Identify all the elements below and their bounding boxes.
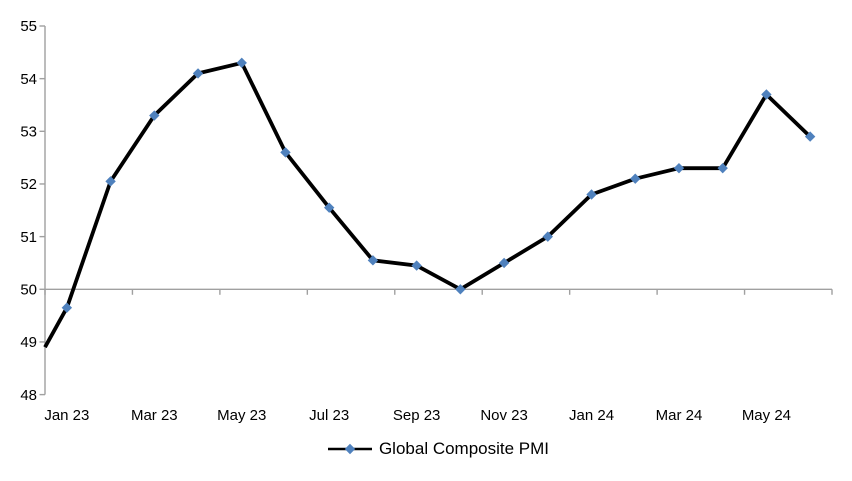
data-point-marker [542,231,554,242]
x-tick-label: May 24 [742,407,791,424]
y-tick-label: 53 [20,124,37,141]
data-point-marker [61,302,73,313]
data-point-marker [717,162,728,174]
x-tick-label: Jan 23 [44,407,89,424]
y-tick-label: 50 [20,281,37,298]
data-point-marker [804,131,816,142]
data-point-marker [630,173,641,184]
y-tick-label: 55 [20,18,37,35]
x-tick-label: May 23 [217,407,266,424]
x-tick-label: Mar 24 [656,407,703,424]
data-point-marker [761,89,772,100]
data-point-marker [498,257,510,269]
data-point-marker [411,260,422,271]
data-point-marker [673,162,685,174]
data-point-marker [149,110,160,121]
pmi-line [43,60,812,349]
data-point-marker [236,57,247,69]
data-point-marker [455,284,466,295]
y-tick-label: 54 [20,71,37,88]
data-point-marker [586,189,597,200]
x-tick-label: Jan 24 [569,407,614,424]
y-tick-label: 48 [20,387,37,404]
x-tick-label: Jul 23 [309,407,349,424]
y-tick-label: 51 [20,229,37,246]
x-tick-label: Sep 23 [393,407,441,424]
x-tick-label: Mar 23 [131,407,178,424]
x-tick-label: Nov 23 [480,407,528,424]
data-point-marker [323,202,335,213]
y-tick-label: 52 [20,176,37,193]
data-point-marker [105,176,116,187]
data-point-marker [192,68,204,79]
data-point-marker [280,147,291,158]
y-tick-label: 49 [20,334,37,351]
data-point-marker [367,255,379,266]
